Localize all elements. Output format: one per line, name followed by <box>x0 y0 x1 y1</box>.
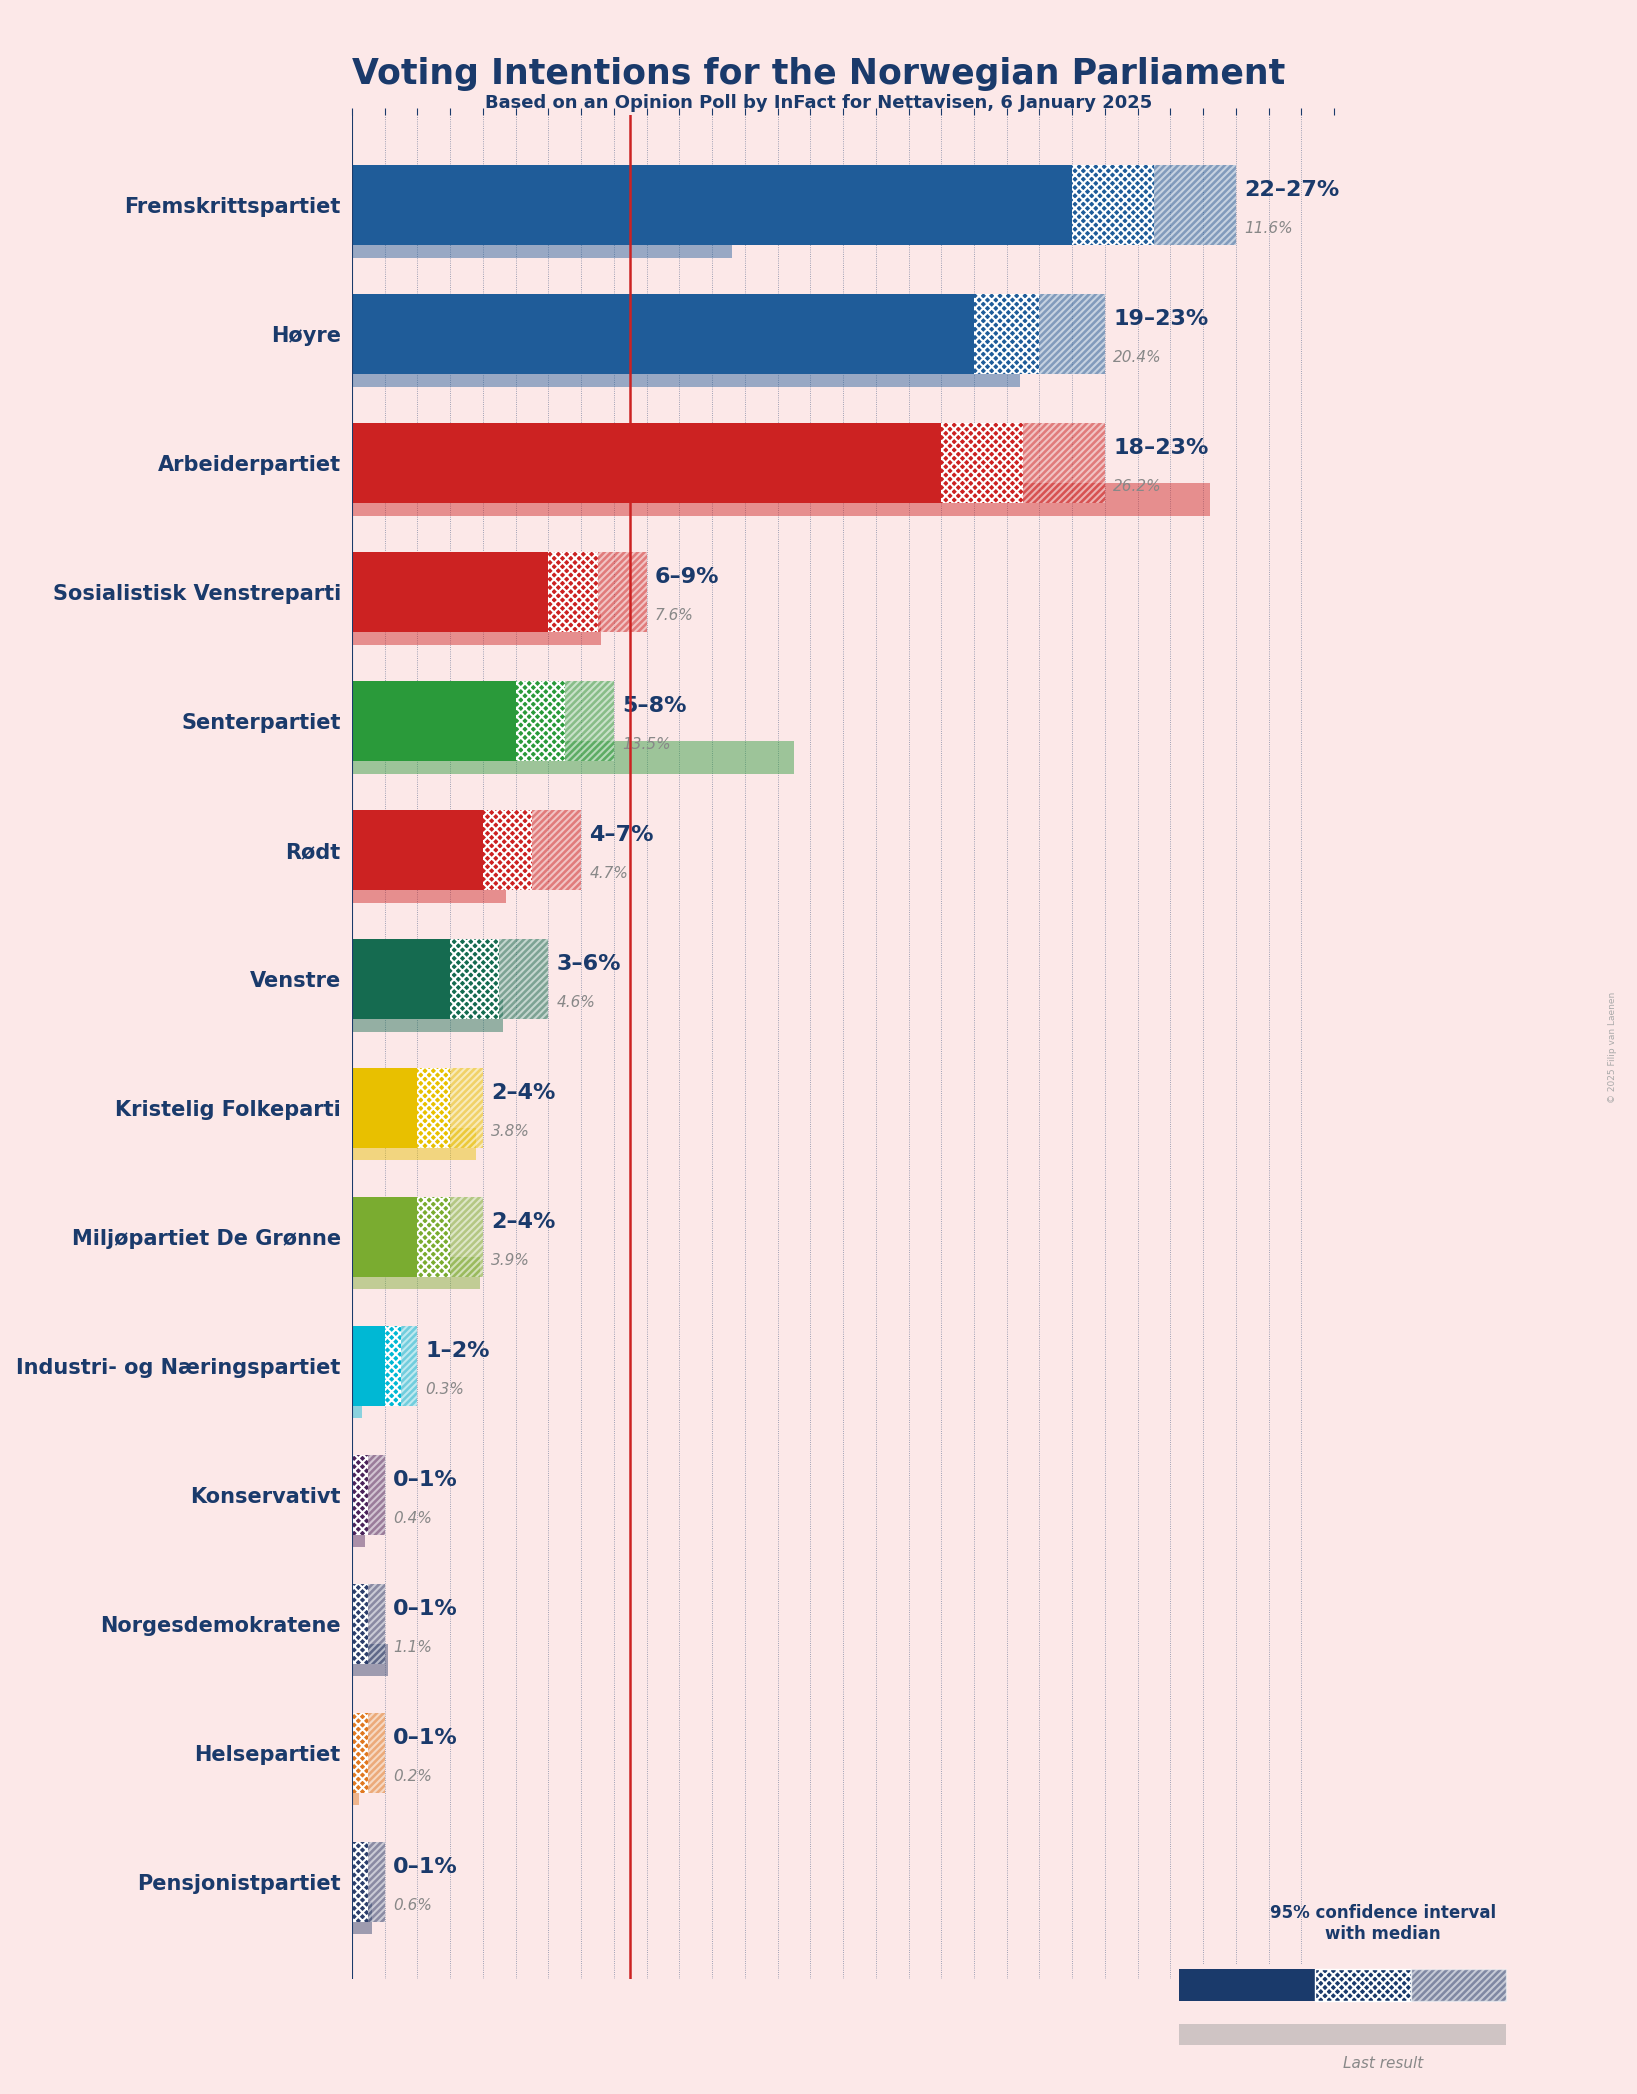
Bar <box>974 295 1039 375</box>
Text: 0.6%: 0.6% <box>393 1897 432 1912</box>
Bar <box>450 1068 483 1148</box>
Bar <box>548 553 598 632</box>
Bar <box>352 611 601 645</box>
Bar <box>352 1326 385 1407</box>
Bar <box>352 423 941 503</box>
Text: 19–23%: 19–23% <box>1113 310 1208 329</box>
Bar <box>352 1901 372 1935</box>
Text: 0–1%: 0–1% <box>393 1598 458 1619</box>
Bar <box>352 1843 368 1922</box>
Bar <box>565 681 614 762</box>
Text: Based on an Opinion Poll by InFact for Nettavisen, 6 January 2025: Based on an Opinion Poll by InFact for N… <box>485 94 1152 113</box>
Bar <box>941 423 1023 503</box>
Bar <box>352 1455 368 1535</box>
Text: 4–7%: 4–7% <box>589 825 653 844</box>
Text: 3.9%: 3.9% <box>491 1252 530 1269</box>
Bar <box>1179 2025 1506 2044</box>
Bar <box>352 165 1072 245</box>
Bar <box>352 1256 480 1290</box>
Text: 18–23%: 18–23% <box>1113 438 1208 459</box>
Bar <box>352 1129 476 1160</box>
Bar <box>352 810 483 890</box>
Bar <box>352 295 974 375</box>
Bar <box>352 484 1210 515</box>
Bar <box>352 681 516 762</box>
Bar <box>532 810 581 890</box>
Bar <box>352 1774 359 1805</box>
Bar <box>450 1198 483 1277</box>
Bar <box>352 354 1020 387</box>
Text: 95% confidence interval
with median: 95% confidence interval with median <box>1270 1903 1496 1943</box>
Bar <box>352 1198 417 1277</box>
Bar <box>352 940 450 1020</box>
Bar <box>1154 165 1236 245</box>
Text: 6–9%: 6–9% <box>655 567 719 586</box>
Bar <box>352 1068 417 1148</box>
Text: Last result: Last result <box>1342 2056 1424 2071</box>
Bar <box>352 226 732 258</box>
Bar <box>352 1386 362 1418</box>
Bar <box>516 681 565 762</box>
Bar <box>1023 423 1105 503</box>
Text: Voting Intentions for the Norwegian Parliament: Voting Intentions for the Norwegian Parl… <box>352 57 1285 90</box>
Bar <box>499 940 548 1020</box>
Text: 3–6%: 3–6% <box>557 953 620 974</box>
Bar <box>352 1516 365 1547</box>
Text: 3.8%: 3.8% <box>491 1124 530 1139</box>
Bar <box>1315 1968 1411 2002</box>
Bar <box>368 1843 385 1922</box>
Text: 4.7%: 4.7% <box>589 867 629 882</box>
Text: 13.5%: 13.5% <box>622 737 671 752</box>
Text: 1.1%: 1.1% <box>393 1640 432 1654</box>
Bar <box>598 553 647 632</box>
Text: 2–4%: 2–4% <box>491 1212 555 1231</box>
Text: 0.4%: 0.4% <box>393 1512 432 1527</box>
Text: 2–4%: 2–4% <box>491 1083 555 1104</box>
Bar <box>352 999 503 1032</box>
Bar <box>368 1455 385 1535</box>
Bar <box>352 871 506 903</box>
Bar <box>1179 1968 1315 2002</box>
Text: 20.4%: 20.4% <box>1113 350 1162 364</box>
Bar <box>352 553 548 632</box>
Bar <box>417 1068 450 1148</box>
Text: 0–1%: 0–1% <box>393 1728 458 1748</box>
Text: 1–2%: 1–2% <box>426 1340 489 1361</box>
Bar <box>385 1326 401 1407</box>
Bar <box>352 1644 388 1677</box>
Bar <box>417 1198 450 1277</box>
Bar <box>1072 165 1154 245</box>
Bar <box>401 1326 417 1407</box>
Text: 22–27%: 22–27% <box>1244 180 1339 199</box>
Bar <box>352 1585 368 1665</box>
Bar <box>450 940 499 1020</box>
Bar <box>483 810 532 890</box>
Text: 0.2%: 0.2% <box>393 1769 432 1784</box>
Bar <box>352 741 794 773</box>
Text: 0–1%: 0–1% <box>393 1857 458 1876</box>
Text: © 2025 Filip van Laenen: © 2025 Filip van Laenen <box>1609 990 1617 1104</box>
Bar <box>1039 295 1105 375</box>
Text: 4.6%: 4.6% <box>557 995 596 1009</box>
Text: 0–1%: 0–1% <box>393 1470 458 1489</box>
Text: 5–8%: 5–8% <box>622 695 686 716</box>
Bar <box>352 1713 368 1792</box>
Text: 7.6%: 7.6% <box>655 607 694 624</box>
Text: 11.6%: 11.6% <box>1244 222 1293 237</box>
Bar <box>368 1713 385 1792</box>
Bar <box>1411 1968 1506 2002</box>
Text: 26.2%: 26.2% <box>1113 480 1162 494</box>
Text: 0.3%: 0.3% <box>426 1382 465 1397</box>
Bar <box>368 1585 385 1665</box>
